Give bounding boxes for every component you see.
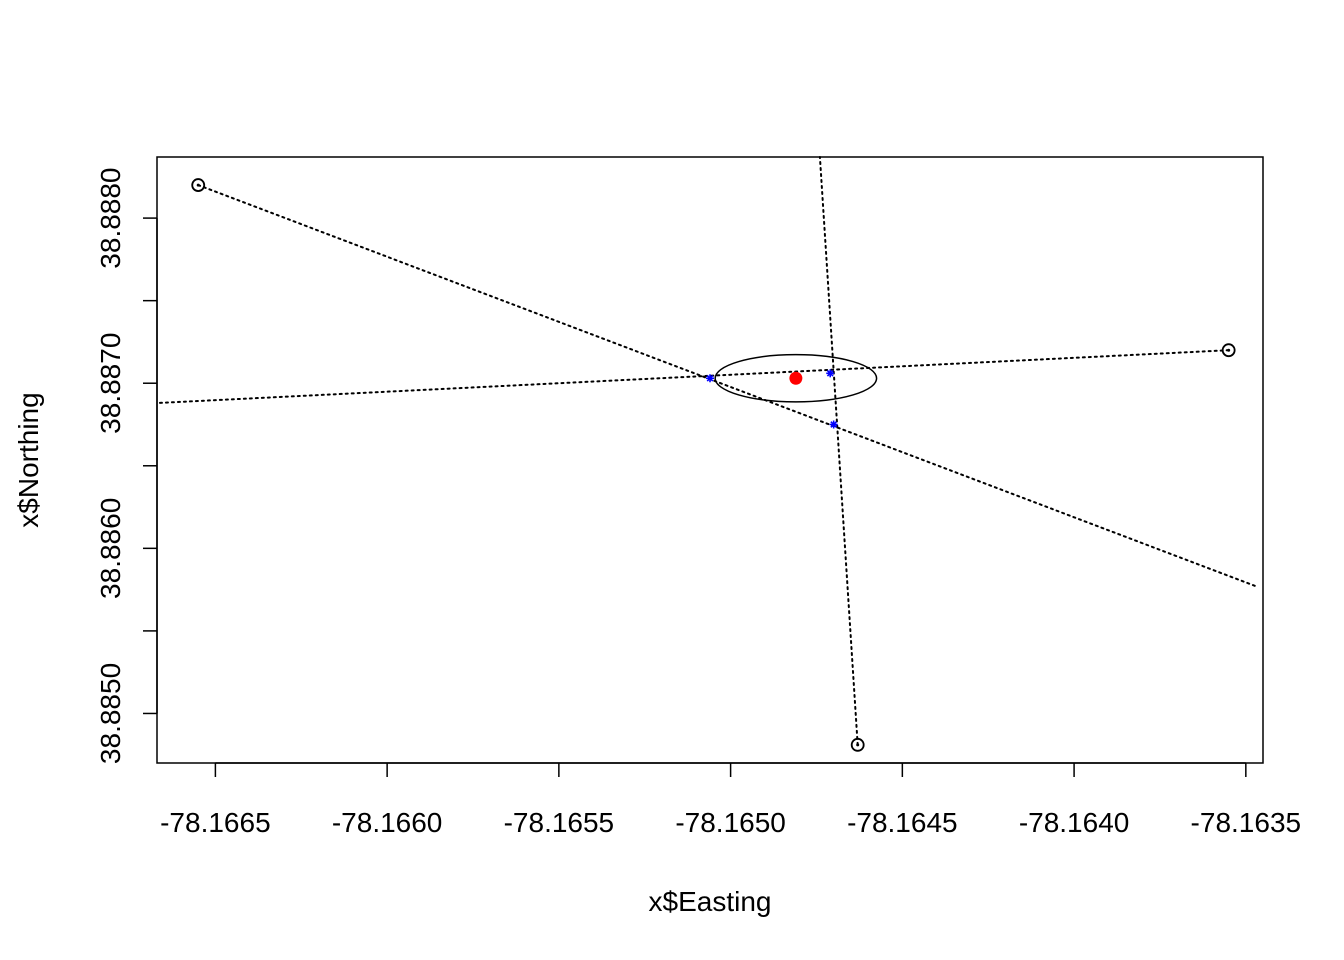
error-ellipse-layer — [714, 353, 878, 403]
x-tick-label: -78.1665 — [160, 807, 271, 838]
x-axis: -78.1665 -78.1660 -78.1655 -78.1650 -78.1645… — [160, 762, 1302, 838]
observer-ring — [1221, 343, 1236, 358]
error-ellipse — [714, 353, 878, 403]
asterisk-stroke — [830, 421, 838, 428]
observer-ring — [850, 737, 865, 752]
x-tick-label: -78.1640 — [1019, 807, 1130, 838]
y-tick-label: 38.8870 — [95, 333, 126, 434]
x-axis-label: x$Easting — [649, 886, 772, 917]
x-tick-label: -78.1635 — [1191, 807, 1302, 838]
bearing-line-3 — [818, 156, 859, 746]
plot-frame — [156, 156, 1264, 764]
x-tick-label: -78.1645 — [847, 807, 958, 838]
y-tick-label: 38.8880 — [95, 167, 126, 268]
observer-point-1 — [191, 178, 206, 192]
x-tick-label: -78.1650 — [675, 807, 786, 838]
y-axis: 38.8850 38.8860 38.8870 38.8880 — [95, 167, 158, 764]
location-estimate — [789, 371, 803, 385]
observer-point-2 — [1221, 343, 1236, 358]
bearing-line-2 — [156, 349, 1230, 405]
estimate-point — [789, 371, 803, 385]
intersection-point-3 — [829, 420, 838, 429]
intersection-points — [706, 369, 838, 429]
observer-point-3 — [850, 737, 865, 752]
observer-center — [196, 183, 200, 187]
y-axis-label: x$Northing — [13, 392, 44, 527]
asterisk-stroke — [706, 374, 714, 382]
bearing-lines — [156, 156, 1258, 746]
x-tick-label: -78.1660 — [332, 807, 443, 838]
intersection-point-1 — [706, 374, 714, 383]
observer-center — [856, 743, 860, 747]
bearing-line-1 — [197, 184, 1258, 588]
observer-center — [1227, 348, 1231, 352]
y-tick-label: 38.8850 — [95, 663, 126, 764]
observer-ring — [191, 178, 206, 192]
x-tick-label: -78.1655 — [504, 807, 615, 838]
observer-points — [191, 178, 1236, 752]
intersection-point-2 — [826, 369, 835, 378]
asterisk-stroke — [826, 369, 834, 377]
y-tick-label: 38.8860 — [95, 498, 126, 599]
